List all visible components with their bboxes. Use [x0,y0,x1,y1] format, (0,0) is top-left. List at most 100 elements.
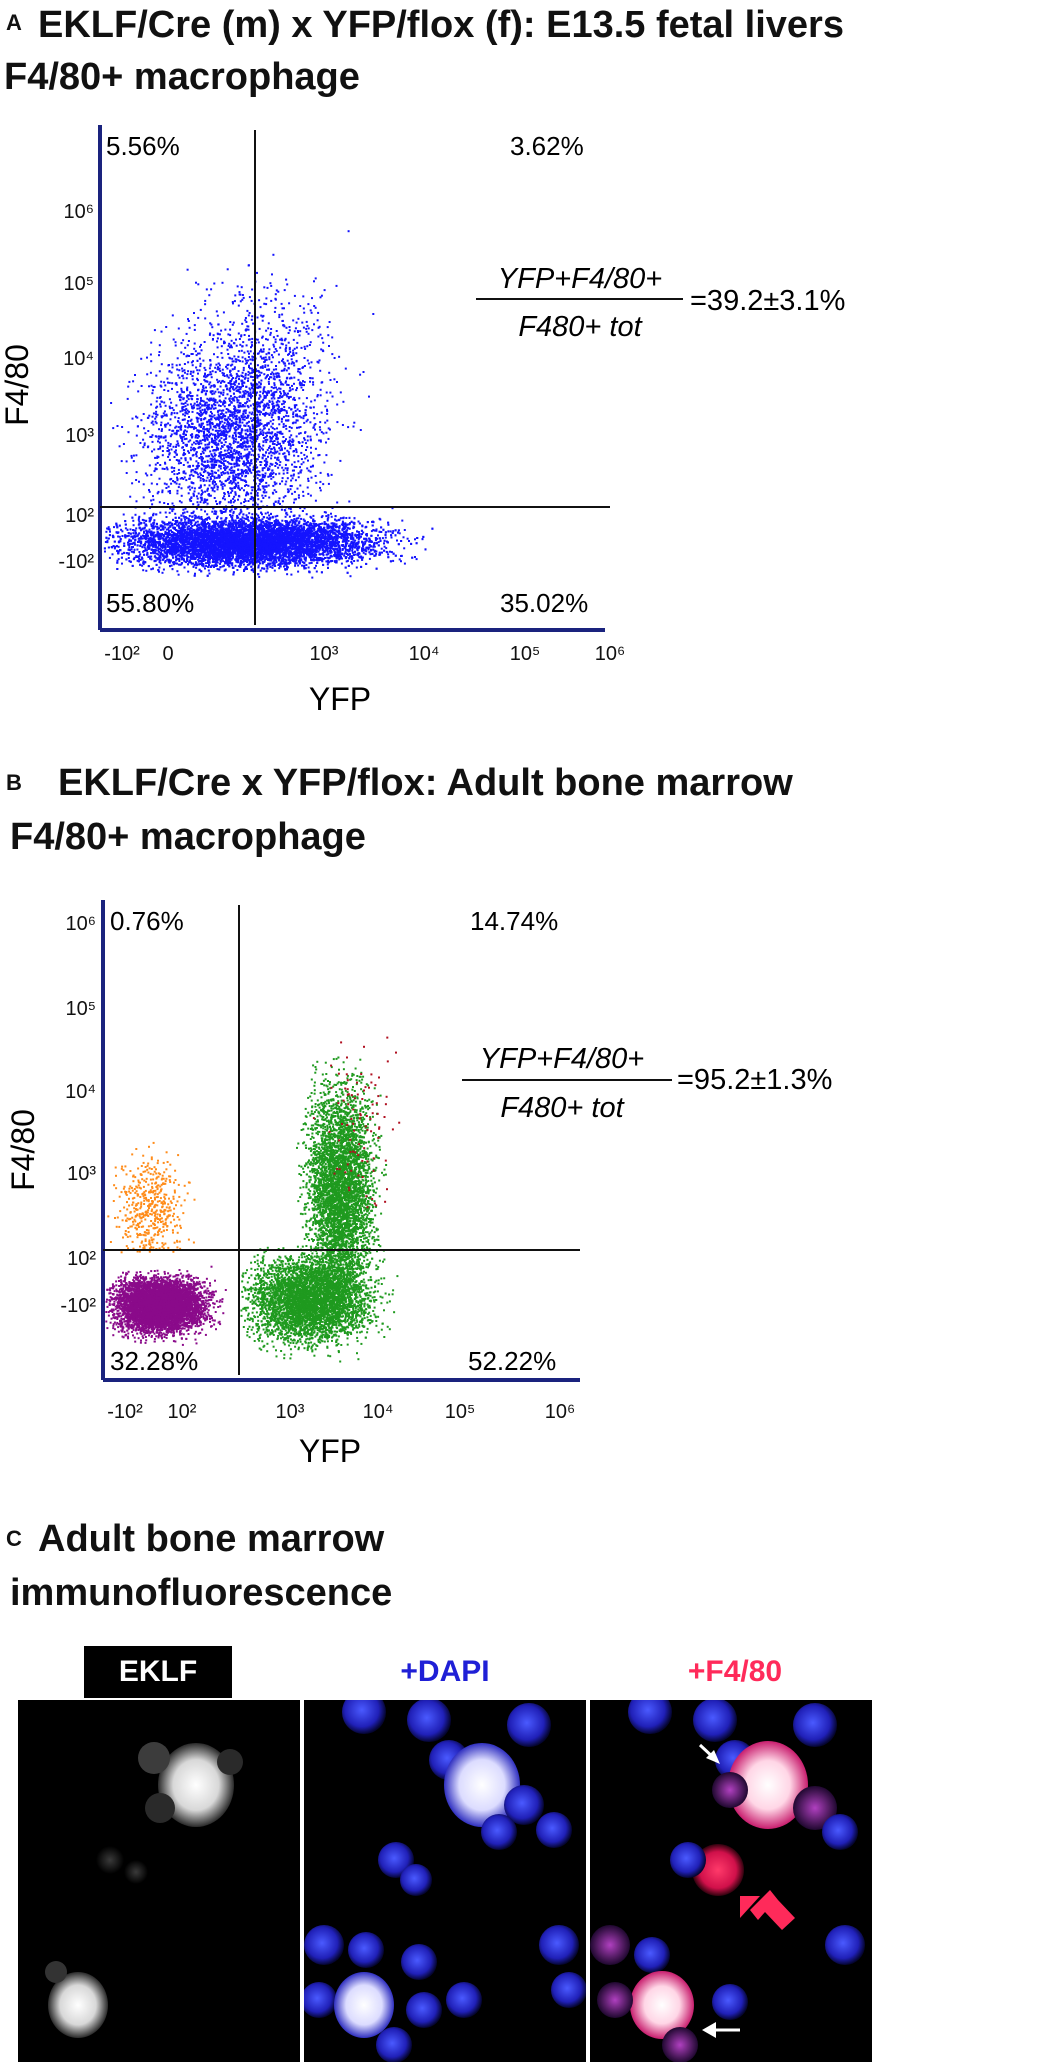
chart-a-point [136,548,139,551]
chart-a-point [173,553,176,556]
chart-a-point [162,568,165,571]
chart-a-point [143,521,146,524]
chart-a-point [279,523,282,526]
chart-a-point [401,519,404,522]
chart-a-point [161,532,164,535]
chart-a-point [326,542,329,545]
chart-a-point [239,518,242,521]
chart-a-point [315,570,318,573]
chart-a-point [252,525,255,528]
chart-a-point [245,525,248,528]
chart-a-point [414,538,416,541]
chart-a-point [285,561,288,564]
chart-a-point [226,533,228,536]
chart-a-point [150,516,153,519]
chart-a-point [294,536,297,539]
chart-a-point [353,560,356,562]
chart-a-point [219,526,222,529]
chart-a-point [389,550,391,553]
chart-a-point [181,556,183,559]
chart-a-point [172,549,175,552]
chart-a-point [351,562,354,565]
chart-a-point [343,552,346,555]
chart-a-point [387,553,390,556]
chart-a-point [247,519,250,522]
chart-a-point [135,527,138,530]
chart-a-point [264,545,266,548]
chart-a-point [208,572,211,575]
chart-a-point [358,556,361,559]
chart-a-point [123,542,126,545]
chart-a-point [327,559,330,562]
chart-a-point [257,564,260,567]
chart-a-point [260,532,263,535]
chart-a-point [138,515,141,518]
chart-a-point [258,575,261,578]
chart-a-point [387,523,390,526]
chart-a-point [319,543,322,546]
chart-a-point [242,538,245,541]
chart-a-point [180,523,183,526]
chart-a-point [327,534,330,537]
chart-a-point [124,536,127,539]
chart-a-point [301,532,304,535]
chart-a-point [215,557,218,560]
chart-a-point [297,564,300,567]
chart-a-point [344,525,347,528]
chart-a-point [145,549,148,552]
chart-a-point [201,519,204,522]
chart-a-point [177,563,180,566]
chart-a-point [148,544,151,547]
chart-a-point [198,517,201,520]
chart-a-point [261,513,263,516]
chart-a-point [166,531,169,534]
chart-a-point [136,559,139,562]
chart-a-point [237,565,240,568]
chart-a-point [231,514,234,517]
chart-a-point [345,517,348,519]
chart-a-point [297,517,300,520]
chart-a-point [198,538,201,541]
chart-a-point [415,558,418,561]
chart-a-point [177,523,180,526]
chart-a-point [182,515,185,518]
chart-a-point [331,560,334,562]
chart-a-point [150,523,153,526]
chart-a-point [201,558,204,560]
chart-a-point [309,551,312,554]
chart-a-point [345,560,348,563]
chart-a-point [208,517,211,520]
chart-a-point [249,530,252,532]
chart-a-point [161,571,164,574]
chart-a-point [138,520,141,523]
chart-a-point [356,534,359,536]
chart-a-point [326,556,329,559]
chart-a-point [327,535,330,538]
chart-a-point [340,562,343,565]
chart-a-point [288,550,291,553]
chart-a-point [222,560,225,563]
panel-a-subtitle: F4/80+ macrophage [4,54,360,100]
chart-a-point [326,549,329,552]
chart-a-point [145,533,148,536]
chart-a-point [216,568,219,571]
chart-a-point [197,526,200,529]
chart-a-point [206,516,209,519]
chart-a-point [286,513,289,516]
chart-a-point [141,518,144,521]
chart-a-point [190,561,193,564]
chart-a-point [194,572,196,575]
chart-a-point [279,536,282,539]
chart-a-point [308,526,311,529]
chart-a-point [303,558,306,561]
chart-a-point [188,525,190,528]
chart-a-point [188,514,191,517]
chart-a-point [193,557,195,560]
chart-a-point [297,532,300,535]
chart-a-point [197,558,200,561]
chart-a-point [218,556,221,559]
chart-a-point [201,520,204,523]
chart-a-point [169,533,172,536]
chart-a-point [402,536,405,539]
